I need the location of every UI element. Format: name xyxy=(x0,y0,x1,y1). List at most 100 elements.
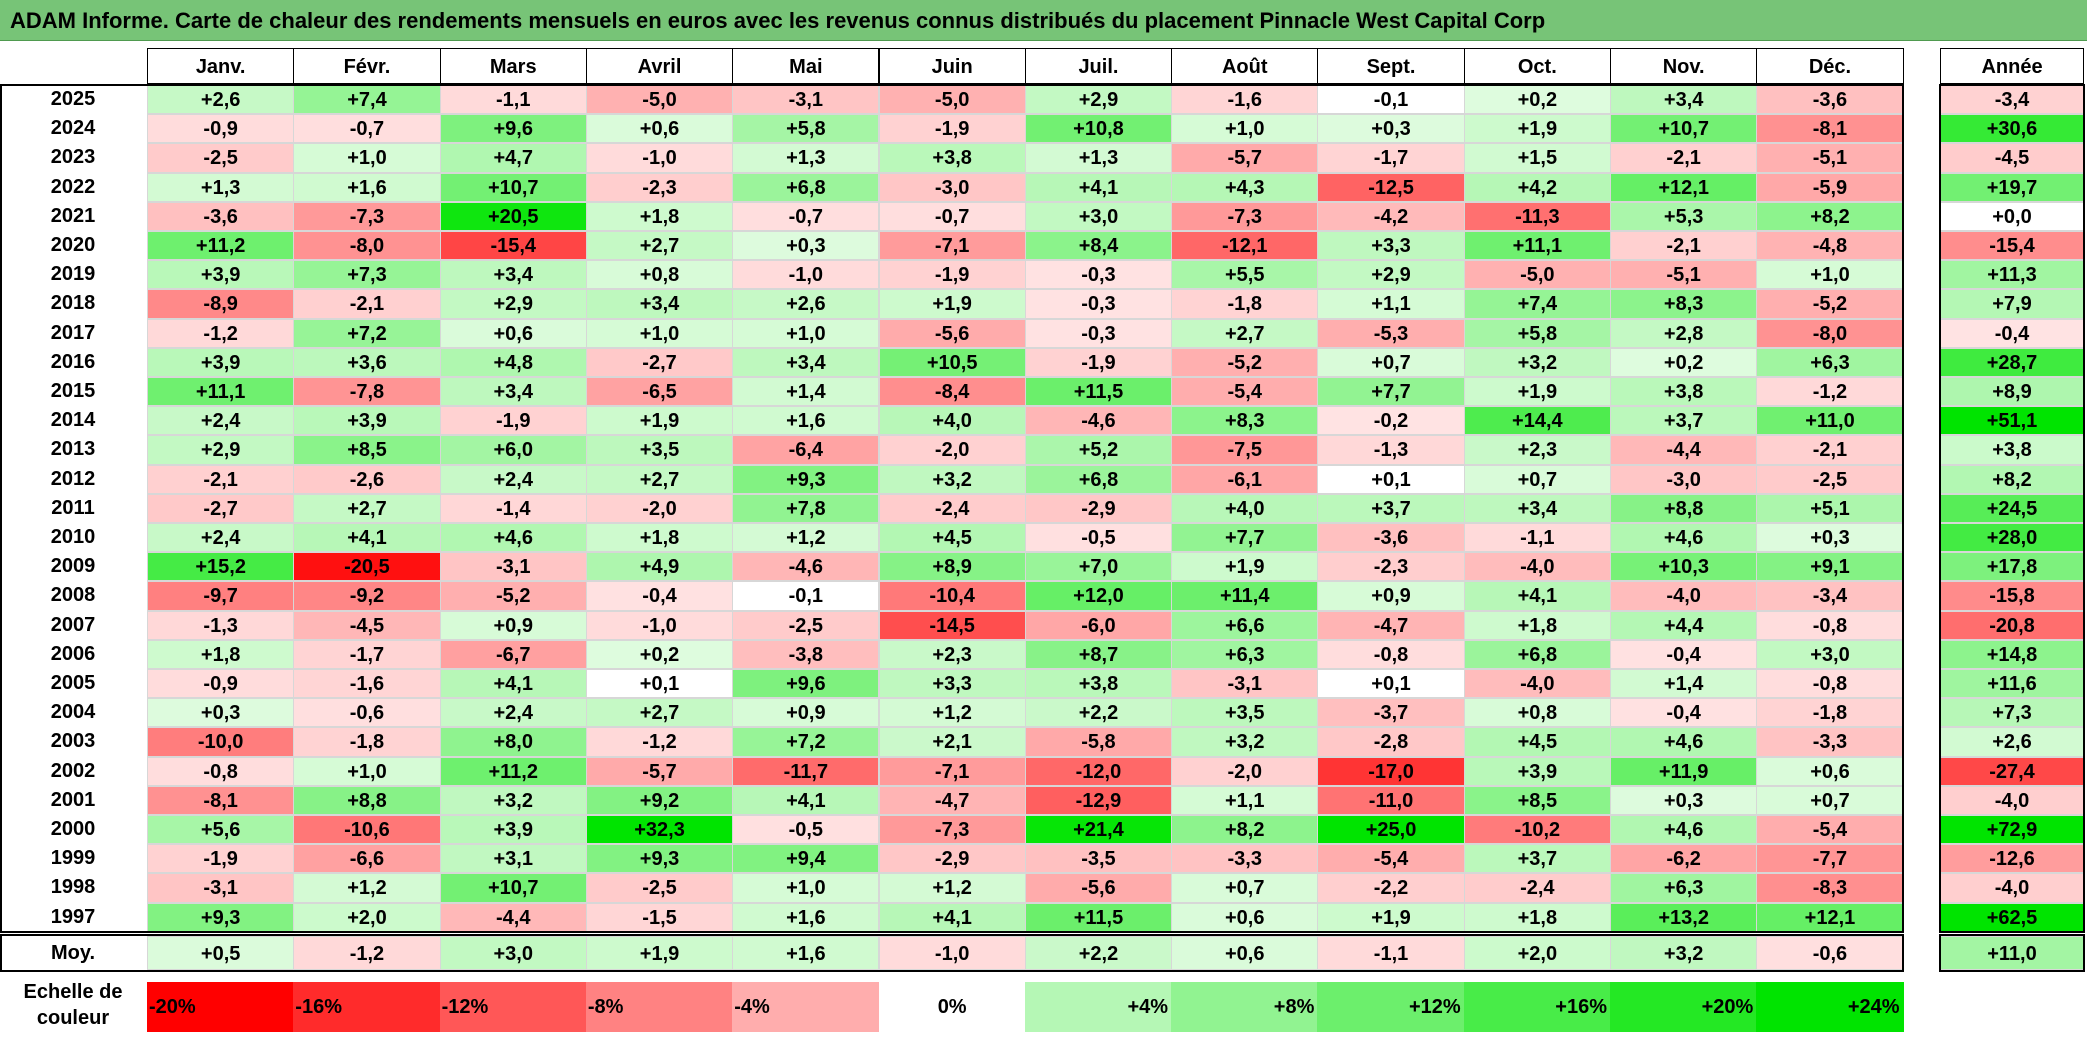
heatmap-cell: -1,0 xyxy=(585,610,734,640)
heatmap-cell: +3,9 xyxy=(293,406,441,436)
heatmap-cell: +3,5 xyxy=(1171,698,1319,728)
annual-cell: +28,0 xyxy=(1940,523,2084,553)
heatmap-cell: -1,9 xyxy=(147,844,295,874)
column-header: Mai xyxy=(732,48,880,84)
heatmap-cell: +0,7 xyxy=(1171,873,1319,903)
heatmap-cell: +5,5 xyxy=(1171,260,1319,290)
heatmap-cell: -4,8 xyxy=(1756,231,1904,261)
color-scale-stop: -4% xyxy=(732,982,880,1032)
color-scale-stop: -16% xyxy=(293,982,441,1032)
row-year-label: 2022 xyxy=(50,175,96,198)
heatmap-cell: -0,6 xyxy=(293,698,441,728)
heatmap-cell: -1,4 xyxy=(439,493,587,523)
row-year-label: 2009 xyxy=(50,555,96,578)
heatmap-cell: -3,6 xyxy=(1756,85,1904,115)
color-scale-stop: +12% xyxy=(1317,982,1465,1032)
heatmap-cell: -3,3 xyxy=(1171,844,1319,874)
heatmap-cell: -1,9 xyxy=(878,114,1026,144)
heatmap-cell: -2,5 xyxy=(585,873,734,903)
heatmap-cell: -5,2 xyxy=(1171,347,1319,377)
heatmap-cell: -7,8 xyxy=(293,377,441,407)
heatmap-cell: +0,8 xyxy=(585,260,734,290)
heatmap-cell: -10,0 xyxy=(147,727,295,757)
annual-cell: +28,7 xyxy=(1940,347,2084,377)
heatmap-cell: +6,3 xyxy=(1610,873,1758,903)
heatmap-cell: -0,8 xyxy=(147,756,295,786)
heatmap-cell: -5,6 xyxy=(1024,873,1173,903)
heatmap-cell: -6,2 xyxy=(1610,844,1758,874)
row-year-label: 2018 xyxy=(50,292,96,315)
heatmap-cell: -0,4 xyxy=(1610,639,1758,669)
heatmap-cell: -4,6 xyxy=(1024,406,1173,436)
heatmap-cell: +6,8 xyxy=(1024,464,1173,494)
heatmap-cell: -4,4 xyxy=(439,902,587,932)
heatmap-cell: +3,8 xyxy=(1610,377,1758,407)
annual-cell: +7,3 xyxy=(1940,698,2084,728)
heatmap-cell: -2,2 xyxy=(1317,873,1465,903)
heatmap-cell: +1,8 xyxy=(585,201,734,231)
heatmap-cell: +12,0 xyxy=(1024,581,1173,611)
heatmap-cell: +4,5 xyxy=(1463,727,1611,757)
row-year-label: 2019 xyxy=(50,263,96,286)
heatmap-cell: -10,2 xyxy=(1463,815,1611,845)
heatmap-cell: -0,5 xyxy=(1024,523,1173,553)
heatmap-cell: +11,1 xyxy=(1463,231,1611,261)
heatmap-cell: -7,1 xyxy=(878,231,1026,261)
heatmap-cell: +8,2 xyxy=(1756,201,1904,231)
chart-title: ADAM Informe. Carte de chaleur des rende… xyxy=(0,0,2087,41)
heatmap-cell: +7,2 xyxy=(293,318,441,348)
color-scale-label-line: couleur xyxy=(36,1007,110,1029)
heatmap-cell: +4,1 xyxy=(878,902,1026,932)
heatmap-cell: -5,2 xyxy=(1756,289,1904,319)
heatmap-cell: -3,6 xyxy=(147,201,295,231)
heatmap-cell: -9,2 xyxy=(293,581,441,611)
heatmap-cell: +1,6 xyxy=(293,172,441,202)
heatmap-cell: +2,1 xyxy=(878,727,1026,757)
heatmap-cell: -0,5 xyxy=(732,815,880,845)
annual-cell: +7,9 xyxy=(1940,289,2084,319)
heatmap-cell: -0,1 xyxy=(732,581,880,611)
column-header: Janv. xyxy=(147,48,295,84)
heatmap-cell: -4,0 xyxy=(1463,669,1611,699)
heatmap-cell: -10,6 xyxy=(293,815,441,845)
heatmap-cell: +13,2 xyxy=(1610,902,1758,932)
heatmap-cell: +0,1 xyxy=(1317,464,1465,494)
heatmap-cell: +7,7 xyxy=(1171,523,1319,553)
heatmap-cell: -6,4 xyxy=(732,435,880,465)
heatmap-cell: -11,3 xyxy=(1463,201,1611,231)
color-scale-stop: +24% xyxy=(1756,982,1904,1032)
heatmap-cell: +3,4 xyxy=(439,377,587,407)
column-header: Déc. xyxy=(1756,48,1904,84)
row-year-label: 1997 xyxy=(50,905,96,928)
heatmap-cell: +1,9 xyxy=(878,289,1026,319)
heatmap-cell: -5,8 xyxy=(1024,727,1173,757)
color-scale-stop: -12% xyxy=(439,982,587,1032)
heatmap-cell: +1,2 xyxy=(878,873,1026,903)
heatmap-cell: -12,9 xyxy=(1024,785,1173,815)
heatmap-cell: +10,3 xyxy=(1610,552,1758,582)
annual-cell: +72,9 xyxy=(1940,815,2084,845)
heatmap-cell: -2,1 xyxy=(1610,231,1758,261)
annual-cell: -4,5 xyxy=(1940,143,2084,173)
heatmap-cell: -2,1 xyxy=(1610,143,1758,173)
heatmap-cell: -1,3 xyxy=(147,610,295,640)
row-year-label: 2001 xyxy=(50,788,96,811)
row-year-label: 2024 xyxy=(50,117,96,140)
heatmap-cell: -0,3 xyxy=(1024,318,1173,348)
heatmap-cell: +3,0 xyxy=(1024,201,1173,231)
heatmap-cell: -0,9 xyxy=(147,669,295,699)
heatmap-cell: -2,0 xyxy=(1171,756,1319,786)
average-cell: +3,2 xyxy=(1610,935,1758,970)
heatmap-cell: +2,6 xyxy=(732,289,880,319)
heatmap-cell: +4,5 xyxy=(878,523,1026,553)
heatmap-cell: +4,4 xyxy=(1610,610,1758,640)
row-year-label: 2004 xyxy=(50,701,96,724)
annual-cell: +11,3 xyxy=(1940,260,2084,290)
heatmap-cell: +5,6 xyxy=(147,815,295,845)
heatmap-cell: +9,3 xyxy=(732,464,880,494)
heatmap-cell: -7,3 xyxy=(878,815,1026,845)
annual-cell: -4,0 xyxy=(1940,785,2084,815)
average-cell: -1,1 xyxy=(1317,935,1465,970)
heatmap-cell: +1,2 xyxy=(878,698,1026,728)
heatmap-cell: -8,1 xyxy=(1756,114,1904,144)
